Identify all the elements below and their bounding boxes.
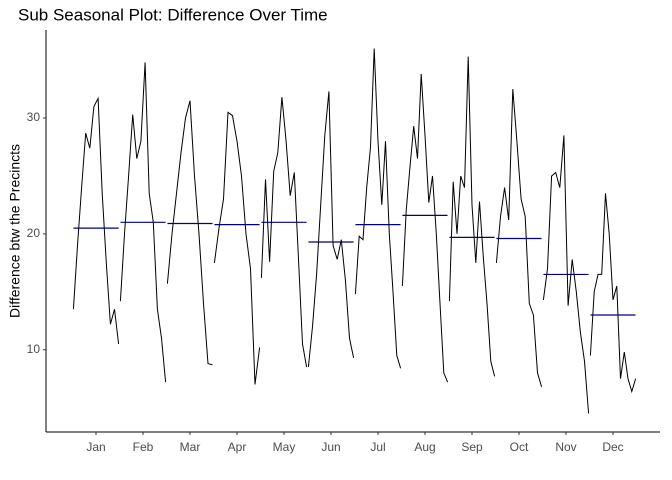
subseries-line <box>589 193 637 394</box>
subseries-line <box>166 100 213 366</box>
subseries-line <box>119 62 167 383</box>
subseries-line <box>542 135 590 414</box>
y-tick-label: 10 <box>27 342 41 356</box>
x-tick-label: Feb <box>133 440 154 454</box>
y-tick-label: 30 <box>27 110 41 124</box>
x-tick-label: Nov <box>555 440 576 454</box>
x-tick-label: Aug <box>414 440 435 454</box>
subseries-line <box>448 56 496 377</box>
subseries-line <box>401 73 449 383</box>
subseries-line <box>495 89 543 387</box>
y-axis-label: Difference btw the Precincts <box>7 144 23 318</box>
x-tick-label: Mar <box>180 440 201 454</box>
subseries-line <box>354 48 402 369</box>
y-tick-label: 20 <box>27 226 41 240</box>
x-tick-label: Apr <box>228 440 247 454</box>
chart-title: Sub Seasonal Plot: Difference Over Time <box>18 5 328 24</box>
subseries-line <box>307 91 355 368</box>
x-tick-label: Sep <box>461 440 483 454</box>
subseries-line <box>72 96 120 345</box>
subseries-line <box>213 111 261 385</box>
x-tick-label: Dec <box>602 440 623 454</box>
subseries-line <box>260 97 308 368</box>
x-tick-label: Jan <box>86 440 105 454</box>
x-tick-label: Jul <box>370 440 385 454</box>
x-tick-label: May <box>273 440 296 454</box>
x-tick-label: Jun <box>321 440 340 454</box>
x-tick-label: Oct <box>510 440 529 454</box>
